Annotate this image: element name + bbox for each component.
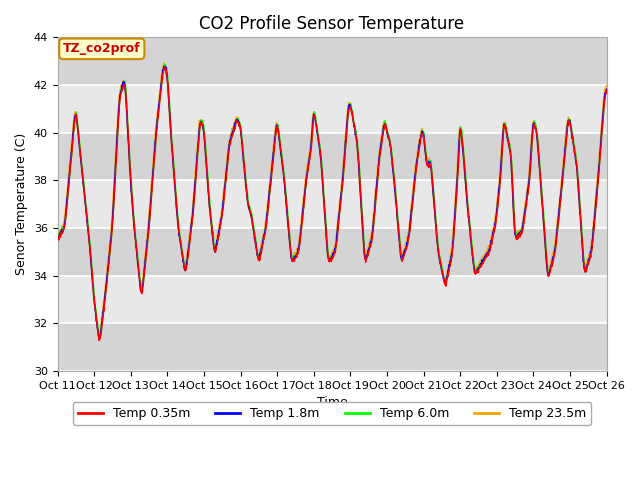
Bar [58, 37, 607, 85]
Bar [58, 180, 607, 228]
Bar [58, 132, 607, 180]
Legend: Temp 0.35m, Temp 1.8m, Temp 6.0m, Temp 23.5m: Temp 0.35m, Temp 1.8m, Temp 6.0m, Temp 2… [73, 402, 591, 425]
X-axis label: Time: Time [317, 396, 348, 409]
Bar [58, 324, 607, 371]
Bar [58, 228, 607, 276]
Bar [58, 276, 607, 324]
Text: TZ_co2prof: TZ_co2prof [63, 42, 141, 55]
Title: CO2 Profile Sensor Temperature: CO2 Profile Sensor Temperature [200, 15, 465, 33]
Bar [58, 85, 607, 132]
Y-axis label: Senor Temperature (C): Senor Temperature (C) [15, 133, 28, 276]
